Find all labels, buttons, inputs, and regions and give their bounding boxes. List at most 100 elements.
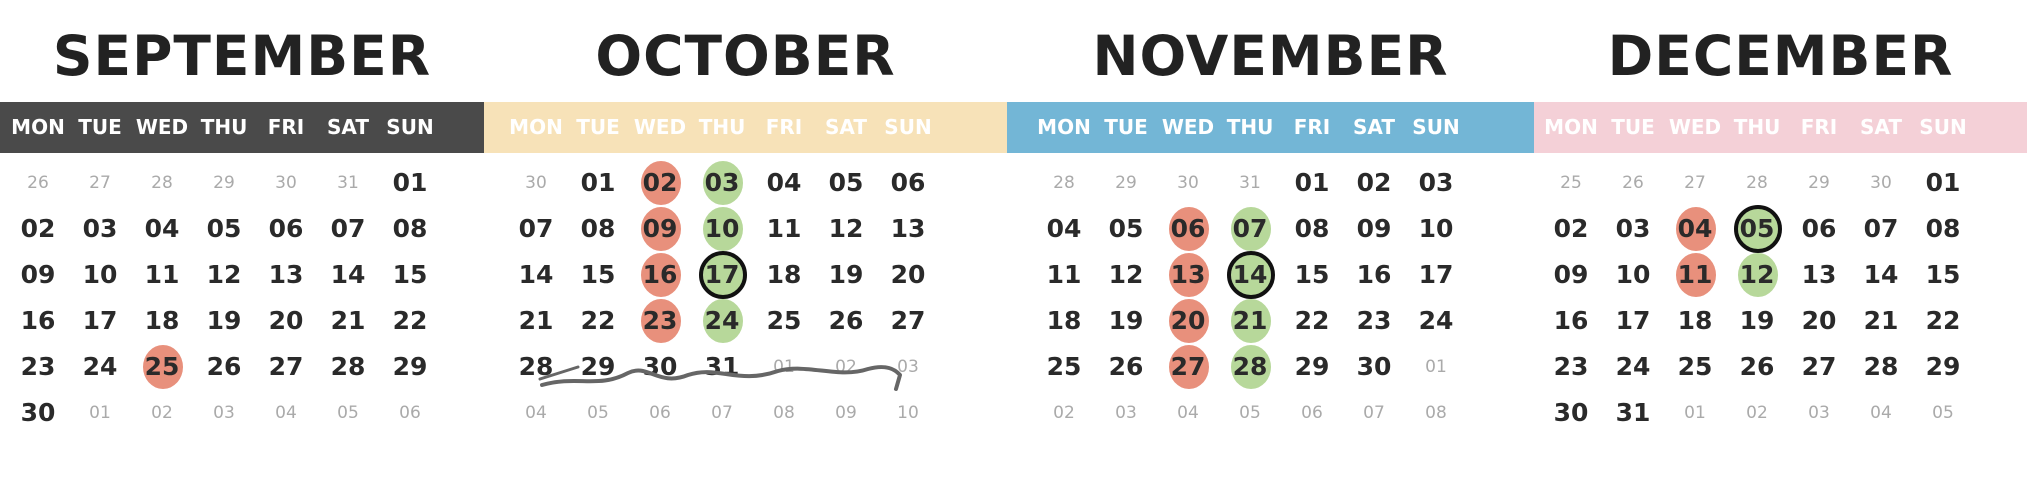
cross-out-scribble bbox=[538, 365, 902, 391]
day-cell: 13 bbox=[877, 206, 939, 252]
day-number: 26 bbox=[1108, 352, 1144, 381]
day-cell: 05 bbox=[1095, 206, 1157, 252]
weekday-label: TUE bbox=[1611, 115, 1655, 139]
weekday-label: SAT bbox=[825, 115, 867, 139]
day-cell: 26 bbox=[193, 344, 255, 390]
day-number: 06 bbox=[399, 403, 421, 423]
day-number: 25 bbox=[1560, 173, 1582, 193]
day-number: 06 bbox=[1801, 214, 1837, 243]
adjacent-month-day: 25 bbox=[1540, 160, 1602, 206]
day-number: 06 bbox=[1170, 214, 1206, 243]
day-number: 08 bbox=[773, 403, 795, 423]
day-cell: 17 bbox=[69, 298, 131, 344]
day-cell: 25 bbox=[1664, 344, 1726, 390]
day-cell: 08 bbox=[567, 206, 629, 252]
adjacent-month-day: 07 bbox=[1343, 390, 1405, 436]
red-mark bbox=[1169, 345, 1209, 389]
weekday-label: FRI bbox=[765, 115, 803, 139]
day-cell: 16 bbox=[1343, 252, 1405, 298]
day-cell: 02 bbox=[1540, 206, 1602, 252]
day-number: 15 bbox=[1925, 260, 1961, 289]
day-cell: 05 bbox=[193, 206, 255, 252]
day-number: 03 bbox=[82, 214, 118, 243]
day-number: 17 bbox=[704, 260, 740, 289]
weekday-label: THU bbox=[1733, 115, 1781, 139]
day-cell: 04 bbox=[1664, 206, 1726, 252]
red-mark bbox=[1676, 253, 1716, 297]
day-number: 06 bbox=[1301, 403, 1323, 423]
day-number: 31 bbox=[1239, 173, 1261, 193]
day-cell: 26 bbox=[815, 298, 877, 344]
day-number: 22 bbox=[580, 306, 616, 335]
day-number: 01 bbox=[1684, 403, 1706, 423]
day-number: 20 bbox=[1170, 306, 1206, 335]
adjacent-month-day: 29 bbox=[193, 160, 255, 206]
day-number: 29 bbox=[1294, 352, 1330, 381]
day-cell: 29 bbox=[567, 344, 629, 390]
day-cell: 13 bbox=[1788, 252, 1850, 298]
day-number: 05 bbox=[337, 403, 359, 423]
day-cell: 23 bbox=[629, 298, 691, 344]
day-number: 01 bbox=[580, 168, 616, 197]
weekday-header: MON TUE WED THU FRI SAT SUN bbox=[0, 102, 484, 153]
day-number: 04 bbox=[144, 214, 180, 243]
day-number: 20 bbox=[890, 260, 926, 289]
weekday-label: FRI bbox=[267, 115, 305, 139]
day-number: 12 bbox=[828, 214, 864, 243]
day-number: 13 bbox=[268, 260, 304, 289]
day-number: 25 bbox=[1046, 352, 1082, 381]
adjacent-month-day: 27 bbox=[69, 160, 131, 206]
day-cell: 01 bbox=[567, 160, 629, 206]
month-title: OCTOBER bbox=[595, 24, 896, 88]
day-number: 02 bbox=[20, 214, 56, 243]
day-grid: 30 01 02 03 04 05 06 07 08 09 10 11 12 13 14 15 16 17 18 19… bbox=[484, 0, 1007, 479]
day-number: 20 bbox=[268, 306, 304, 335]
day-cell: 27 bbox=[1157, 344, 1219, 390]
adjacent-month-day: 03 bbox=[1095, 390, 1157, 436]
day-number: 23 bbox=[1553, 352, 1589, 381]
day-grid: 25 26 27 28 29 30 01 02 03 04 05 06 07 08 09 10 11 12 13 14… bbox=[1534, 0, 2027, 479]
day-cell: 09 bbox=[629, 206, 691, 252]
adjacent-month-day: 29 bbox=[1095, 160, 1157, 206]
day-cell: 11 bbox=[753, 206, 815, 252]
day-number: 11 bbox=[1677, 260, 1713, 289]
day-number: 14 bbox=[330, 260, 366, 289]
day-number: 10 bbox=[897, 403, 919, 423]
day-number: 13 bbox=[1170, 260, 1206, 289]
green-mark bbox=[1231, 299, 1271, 343]
day-number: 22 bbox=[1925, 306, 1961, 335]
day-number: 09 bbox=[1356, 214, 1392, 243]
weekday-label: TUE bbox=[1104, 115, 1148, 139]
day-cell: 16 bbox=[1540, 298, 1602, 344]
day-cell: 25 bbox=[1033, 344, 1095, 390]
adjacent-month-day: 30 bbox=[1850, 160, 1912, 206]
day-cell: 18 bbox=[1664, 298, 1726, 344]
adjacent-month-day: 08 bbox=[1405, 390, 1467, 436]
day-cell: 10 bbox=[69, 252, 131, 298]
day-number: 02 bbox=[1553, 214, 1589, 243]
day-cell: 19 bbox=[1726, 298, 1788, 344]
day-number: 02 bbox=[1746, 403, 1768, 423]
weekday-label: SUN bbox=[884, 115, 932, 139]
day-number: 26 bbox=[828, 306, 864, 335]
day-cell: 02 bbox=[1343, 160, 1405, 206]
day-number: 10 bbox=[1615, 260, 1651, 289]
day-number: 28 bbox=[330, 352, 366, 381]
day-number: 30 bbox=[1553, 398, 1589, 427]
day-cell: 30 bbox=[1540, 390, 1602, 436]
adjacent-month-day: 28 bbox=[1033, 160, 1095, 206]
month-october: OCTOBER MON TUE WED THU FRI SAT SUN 30 01 02 03 04… bbox=[484, 0, 1007, 479]
day-number: 23 bbox=[642, 306, 678, 335]
day-number: 08 bbox=[1425, 403, 1447, 423]
day-cell: 12 bbox=[815, 206, 877, 252]
adjacent-month-day: 08 bbox=[753, 390, 815, 436]
day-number: 07 bbox=[1232, 214, 1268, 243]
day-cell: 24 bbox=[691, 298, 753, 344]
month-title: SEPTEMBER bbox=[52, 24, 432, 88]
day-number: 28 bbox=[1863, 352, 1899, 381]
day-number: 18 bbox=[144, 306, 180, 335]
day-cell: 26 bbox=[1726, 344, 1788, 390]
day-number: 01 bbox=[1925, 168, 1961, 197]
day-number: 15 bbox=[392, 260, 428, 289]
day-number: 02 bbox=[642, 168, 678, 197]
